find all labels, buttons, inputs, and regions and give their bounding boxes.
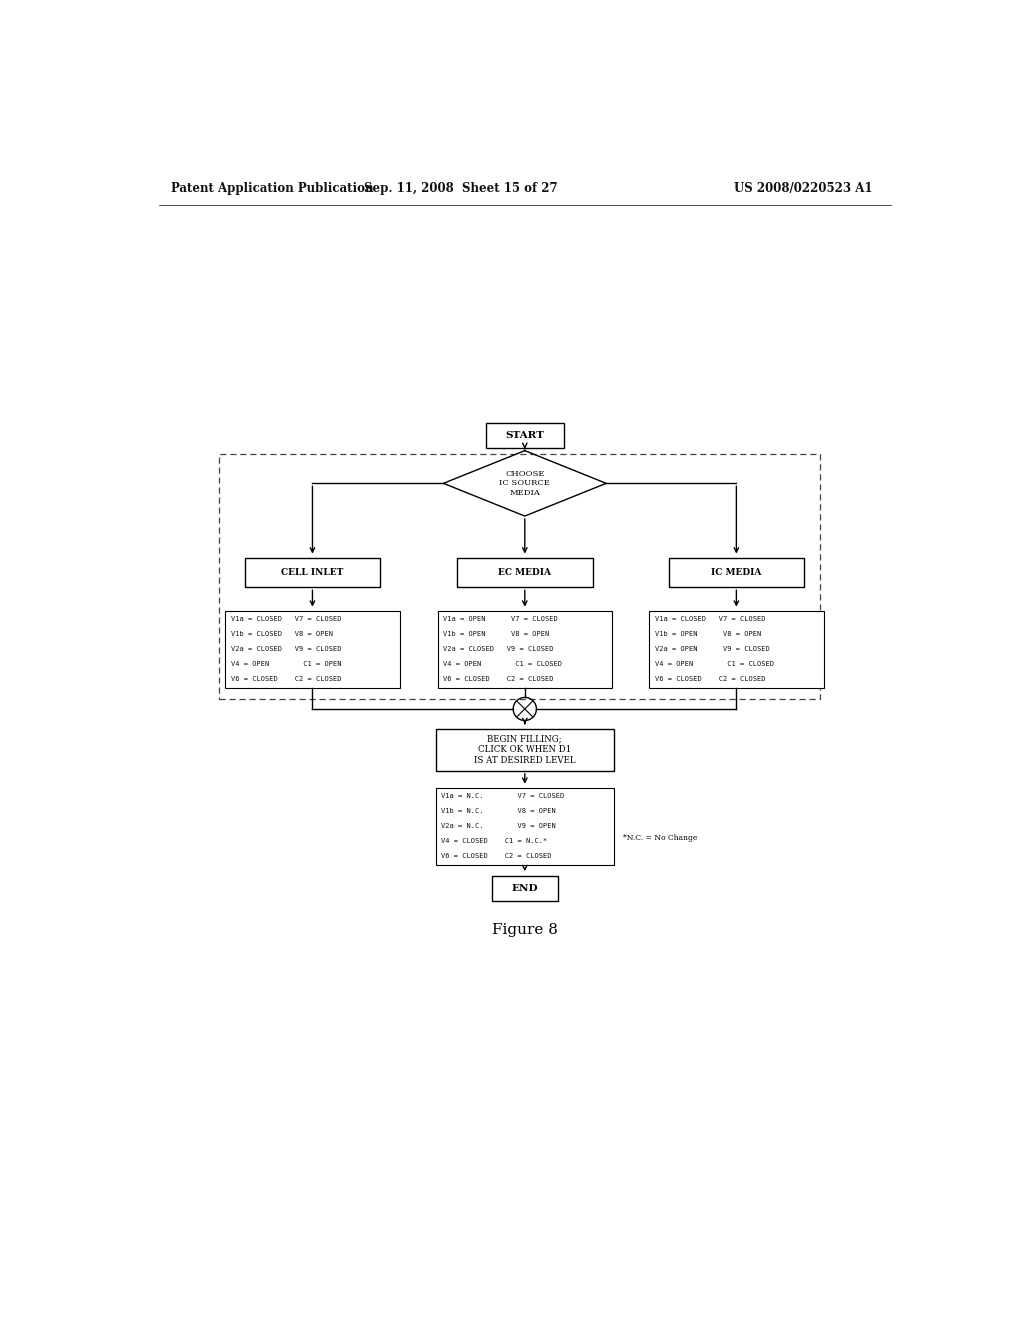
Text: V4 = OPEN        C1 = CLOSED: V4 = OPEN C1 = CLOSED <box>654 661 773 667</box>
Bar <box>435 729 614 771</box>
Bar <box>435 788 614 866</box>
Text: V1a = OPEN      V7 = CLOSED: V1a = OPEN V7 = CLOSED <box>443 615 558 622</box>
Bar <box>437 611 612 688</box>
Bar <box>669 558 804 587</box>
Text: V1a = N.C.        V7 = CLOSED: V1a = N.C. V7 = CLOSED <box>441 793 564 799</box>
Text: Sep. 11, 2008  Sheet 15 of 27: Sep. 11, 2008 Sheet 15 of 27 <box>365 182 558 194</box>
Text: V4 = CLOSED    C1 = N.C.*: V4 = CLOSED C1 = N.C.* <box>441 838 548 843</box>
Text: END: END <box>511 884 539 892</box>
Text: V1a = CLOSED   V7 = CLOSED: V1a = CLOSED V7 = CLOSED <box>654 615 765 622</box>
Text: START: START <box>505 432 545 440</box>
Bar <box>649 611 823 688</box>
Text: V1b = OPEN      V8 = OPEN: V1b = OPEN V8 = OPEN <box>443 631 549 636</box>
Text: EC MEDIA: EC MEDIA <box>499 568 551 577</box>
Text: V1b = N.C.        V8 = OPEN: V1b = N.C. V8 = OPEN <box>441 808 556 814</box>
Text: US 2008/0220523 A1: US 2008/0220523 A1 <box>733 182 872 194</box>
Text: V1b = CLOSED   V8 = OPEN: V1b = CLOSED V8 = OPEN <box>230 631 333 636</box>
Text: Figure 8: Figure 8 <box>492 923 558 937</box>
Text: BEGIN FILLING;
CLICK OK WHEN D1
IS AT DESIRED LEVEL: BEGIN FILLING; CLICK OK WHEN D1 IS AT DE… <box>474 734 575 766</box>
Text: V6 = CLOSED    C2 = CLOSED: V6 = CLOSED C2 = CLOSED <box>441 853 552 859</box>
Bar <box>219 454 820 700</box>
Bar <box>225 611 399 688</box>
Text: CHOOSE
IC SOURCE
MEDIA: CHOOSE IC SOURCE MEDIA <box>500 470 550 498</box>
Text: CELL INLET: CELL INLET <box>282 568 344 577</box>
Text: *N.C. = No Change: *N.C. = No Change <box>624 834 697 842</box>
Text: V4 = OPEN        C1 = OPEN: V4 = OPEN C1 = OPEN <box>230 661 341 667</box>
Text: Patent Application Publication: Patent Application Publication <box>171 182 373 194</box>
Text: V1a = CLOSED   V7 = CLOSED: V1a = CLOSED V7 = CLOSED <box>230 615 341 622</box>
Text: V2a = CLOSED   V9 = CLOSED: V2a = CLOSED V9 = CLOSED <box>443 645 554 652</box>
Text: V1b = OPEN      V8 = OPEN: V1b = OPEN V8 = OPEN <box>654 631 761 636</box>
Text: V6 = CLOSED    C2 = CLOSED: V6 = CLOSED C2 = CLOSED <box>230 676 341 682</box>
Text: V2a = CLOSED   V9 = CLOSED: V2a = CLOSED V9 = CLOSED <box>230 645 341 652</box>
Bar <box>457 558 593 587</box>
Bar <box>492 875 558 902</box>
Text: V2a = OPEN      V9 = CLOSED: V2a = OPEN V9 = CLOSED <box>654 645 769 652</box>
Text: V6 = CLOSED    C2 = CLOSED: V6 = CLOSED C2 = CLOSED <box>443 676 554 682</box>
Text: IC MEDIA: IC MEDIA <box>712 568 762 577</box>
Text: V4 = OPEN        C1 = CLOSED: V4 = OPEN C1 = CLOSED <box>443 661 562 667</box>
Text: V6 = CLOSED    C2 = CLOSED: V6 = CLOSED C2 = CLOSED <box>654 676 765 682</box>
Bar <box>245 558 380 587</box>
Bar <box>486 422 563 449</box>
Text: V2a = N.C.        V9 = OPEN: V2a = N.C. V9 = OPEN <box>441 822 556 829</box>
